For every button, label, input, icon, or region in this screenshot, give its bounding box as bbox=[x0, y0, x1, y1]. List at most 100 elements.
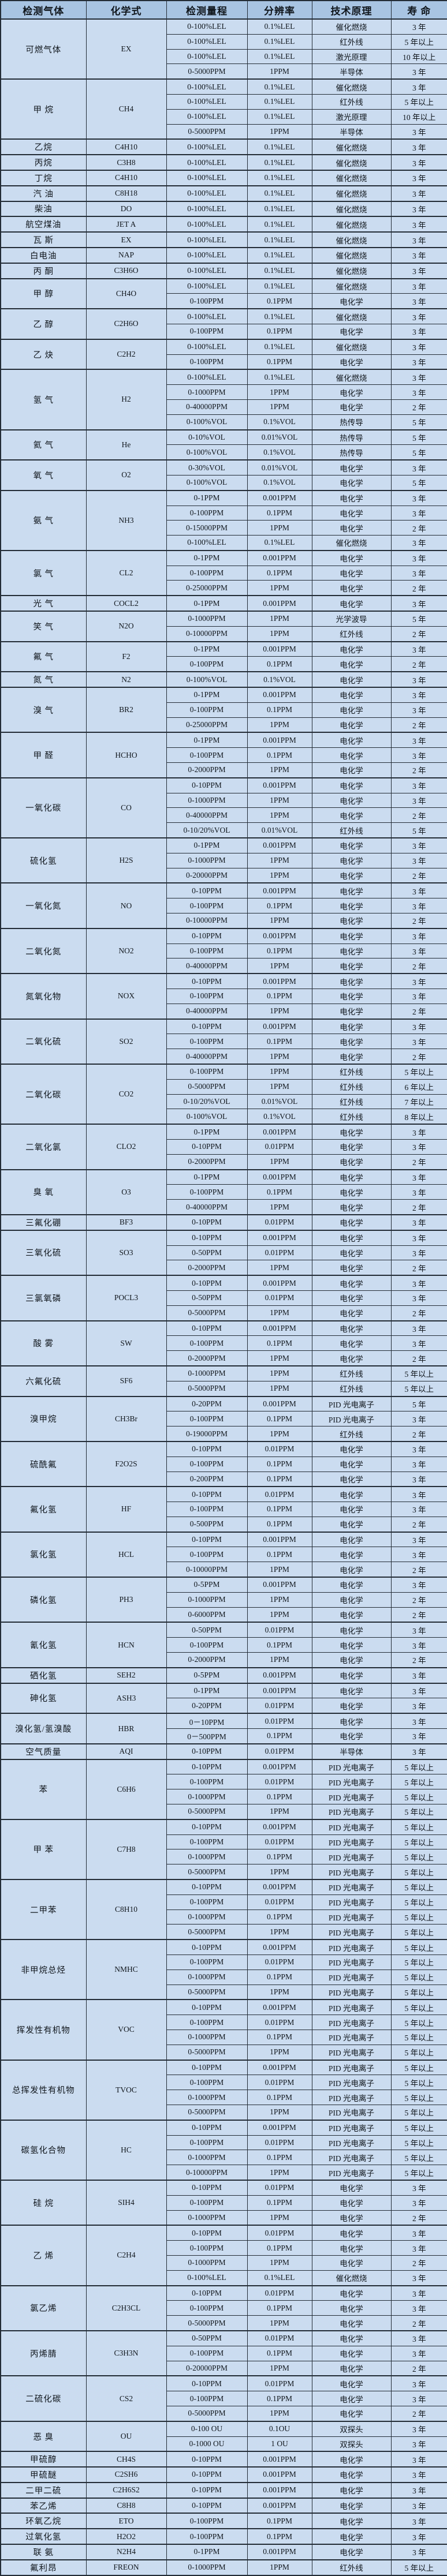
resolution-cell: 0.1PPM bbox=[247, 702, 312, 718]
lifespan-cell: 5 年以上 bbox=[390, 1063, 447, 1080]
lifespan-cell: 3 年 bbox=[390, 123, 447, 140]
range-cell: 0-10PPM bbox=[166, 2179, 248, 2196]
table-row: 0-5000PPM 1PPM 半导体 3 年 bbox=[1, 63, 447, 80]
resolution-cell: 0.1PPM bbox=[247, 2345, 312, 2361]
formula-cell: C4H10 bbox=[85, 138, 167, 155]
lifespan-cell: 10 年以上 bbox=[390, 48, 447, 65]
range-cell: 0-1000PPM bbox=[166, 2150, 248, 2166]
table-row: 非甲烷总烃 NMHC 0-10PPM 0.001PPM PID 光电离子 5 年以上 bbox=[0, 1939, 447, 2000]
table-row: 0-100PPM 0.1PPM PID 光电离子 3 年 bbox=[1, 1411, 447, 1427]
table-row: 氮氧化物 NOX 0-10PPM 0.001PPM 电化学 3 年 bbox=[0, 973, 447, 1020]
resolution-cell: 0.1PPM bbox=[247, 2391, 312, 2406]
lifespan-cell: 2 年 bbox=[390, 958, 447, 974]
resolution-cell: 0.1PPM bbox=[247, 898, 312, 914]
lifespan-cell: 2 年 bbox=[390, 2210, 447, 2226]
table-row: 溴化氢/氢溴酸 HBR 0－10PPM 0.01PPM 电化学 3 年 bbox=[0, 1713, 447, 1744]
range-cell: 0-100%LEL bbox=[166, 2270, 248, 2286]
table-row: 甲 醛 HCHO 0-1PPM 0.001PPM 电化学 3 年 bbox=[0, 732, 447, 778]
range-cell: 0-1000PPM bbox=[166, 2090, 248, 2105]
table-row: 0-40000PPM 1PPM 电化学 2 年 bbox=[1, 1003, 447, 1020]
resolution-cell: 0.1PPM bbox=[247, 1969, 312, 1985]
range-cell: 0-100%LEL bbox=[166, 185, 248, 202]
table-row: 碳氢化合物 HC 0-10PPM 0.001PPM PID 光电离子 5 年以上 bbox=[0, 2119, 447, 2181]
range-cell: 0-40000PPM bbox=[166, 1199, 248, 1215]
table-row: 0-100PPM 0.1PPM 电化学 3 年 bbox=[1, 1456, 447, 1472]
principle-cell: PID 光电离子 bbox=[311, 2090, 392, 2105]
principle-cell: 电化学 bbox=[311, 2255, 392, 2271]
resolution-cell: 0.01PPM bbox=[247, 1774, 312, 1790]
principle-cell: PID 光电离子 bbox=[311, 2044, 392, 2061]
range-cell: 0-5000PPM bbox=[166, 2104, 248, 2121]
resolution-cell: 0.1PPM bbox=[247, 1789, 312, 1805]
range-cell: 0-100PPM bbox=[166, 565, 248, 581]
principle-cell: 电化学 bbox=[311, 2528, 392, 2545]
range-cell: 0-100PPM bbox=[166, 656, 248, 672]
formula-cell: EX bbox=[85, 231, 167, 248]
principle-cell: PID 光电离子 bbox=[311, 1818, 392, 1835]
table-row: 0-40000PPM 1PPM 电化学 2 年 bbox=[1, 807, 447, 823]
table-row: 航空煤油 JET A 0-100%LEL 0.1%LEL 催化燃烧 3 年 bbox=[0, 216, 447, 233]
resolution-cell: 0.01%VOL bbox=[247, 822, 312, 838]
range-cell: 0-100PPM bbox=[166, 1335, 248, 1351]
table-row: 0-1000PPM 0.1PPM PID 光电离子 5 年以上 bbox=[1, 2090, 447, 2105]
table-row: 0-100PPM 0.1PPM 电化学 3 年 bbox=[1, 2345, 447, 2361]
table-row: 0-100PPM 0.01PPM PID 光电离子 5 年以上 bbox=[1, 1834, 447, 1850]
table-row: 0-100%VOL 0.1%VOL 热传导 5 年 bbox=[1, 414, 447, 430]
principle-cell: 电化学 bbox=[311, 1305, 392, 1321]
table-row: 0-1000PPM 1PPM 电化学 2 年 bbox=[1, 2255, 447, 2271]
lifespan-cell: 3 年 bbox=[390, 216, 447, 233]
principle-cell: 电化学 bbox=[311, 505, 392, 521]
table-row: 氰化氢 HCN 0-50PPM 0.01PPM 电化学 3 年 bbox=[0, 1622, 447, 1668]
table-row: 联 氨 N2H4 0-1PPM 0.001PPM 电化学 3 年 bbox=[0, 2544, 447, 2560]
lifespan-cell: 3 年 bbox=[390, 200, 447, 217]
lifespan-cell: 3 年 bbox=[390, 2300, 447, 2316]
principle-cell: 催化燃烧 bbox=[311, 231, 392, 248]
resolution-cell: 0.01PPM bbox=[247, 1894, 312, 1910]
lifespan-cell: 3 年 bbox=[390, 78, 447, 95]
table-row: 0-100PPM 0.1PPM 电化学 3 年 bbox=[1, 747, 447, 763]
principle-cell: 电化学 bbox=[311, 656, 392, 672]
lifespan-cell: 3 年 bbox=[390, 732, 447, 748]
range-cell: 0-10PPM bbox=[166, 1214, 248, 1231]
range-cell: 0-40000PPM bbox=[166, 958, 248, 974]
table-row: 0-100%LEL 0.1%LEL 催化燃烧 3 年 bbox=[1, 535, 447, 551]
principle-cell: 电化学 bbox=[311, 489, 392, 506]
table-row: 氨 气 NH3 0-1PPM 0.001PPM 电化学 3 年 bbox=[0, 489, 447, 551]
principle-cell: 电化学 bbox=[311, 2240, 392, 2256]
principle-cell: 电化学 bbox=[311, 943, 392, 959]
table-row: 0-100%LEL 0.1%LEL 红外线 5 年以上 bbox=[1, 93, 447, 110]
range-cell: 0-100PPM bbox=[166, 702, 248, 718]
resolution-cell: 0.1%LEL bbox=[247, 138, 312, 155]
range-cell: 0-1000PPM bbox=[166, 852, 248, 868]
formula-cell: NMHC bbox=[85, 1939, 167, 2000]
formula-cell: CH4 bbox=[85, 78, 167, 140]
range-cell: 0-100PPM bbox=[166, 2075, 248, 2091]
principle-cell: 电化学 bbox=[311, 867, 392, 883]
table-row: 0-2000PPM 1PPM 电化学 2 年 bbox=[1, 1652, 447, 1668]
lifespan-cell: 3 年 bbox=[390, 989, 447, 1004]
principle-cell: 红外线 bbox=[311, 1094, 392, 1110]
resolution-cell: 1PPM bbox=[247, 913, 312, 929]
lifespan-cell: 5 年以上 bbox=[390, 33, 447, 50]
formula-cell: HCHO bbox=[85, 732, 167, 778]
lifespan-cell: 3 年 bbox=[390, 1335, 447, 1351]
formula-cell: HCL bbox=[85, 1531, 167, 1578]
table-row: 环氧乙烷 ETO 0-100PPM 0.1PPM 电化学 3 年 bbox=[0, 2513, 447, 2529]
formula-cell: DO bbox=[85, 200, 167, 217]
table-row: 二氧化硫 SO2 0-10PPM 0.001PPM 电化学 3 年 bbox=[0, 1018, 447, 1065]
table-row: 0-5000PPM 1PPM PID 光电离子 5 年以上 bbox=[1, 2104, 447, 2121]
lifespan-cell: 2 年 bbox=[390, 2315, 447, 2331]
lifespan-cell: 3 年 bbox=[390, 2195, 447, 2211]
formula-cell: BR2 bbox=[85, 687, 167, 733]
gas-name-cell: 硫化氢 bbox=[0, 837, 87, 883]
range-cell: 0-100%LEL bbox=[166, 338, 248, 355]
principle-cell: 电化学 bbox=[311, 2466, 392, 2483]
range-cell: 0-10PPM bbox=[166, 1818, 248, 1835]
principle-cell: 电化学 bbox=[311, 1486, 392, 1503]
resolution-cell: 1PPM bbox=[247, 1652, 312, 1668]
gas-name-cell: 二氧化硫 bbox=[0, 1018, 87, 1065]
range-cell: 0-100PPM bbox=[166, 293, 248, 309]
range-cell: 0-1PPM bbox=[166, 2544, 248, 2560]
table-row: 0-1000 OU 1 OU 双探头 3 年 bbox=[1, 2436, 447, 2452]
range-cell: 0-10PPM bbox=[166, 2285, 248, 2301]
